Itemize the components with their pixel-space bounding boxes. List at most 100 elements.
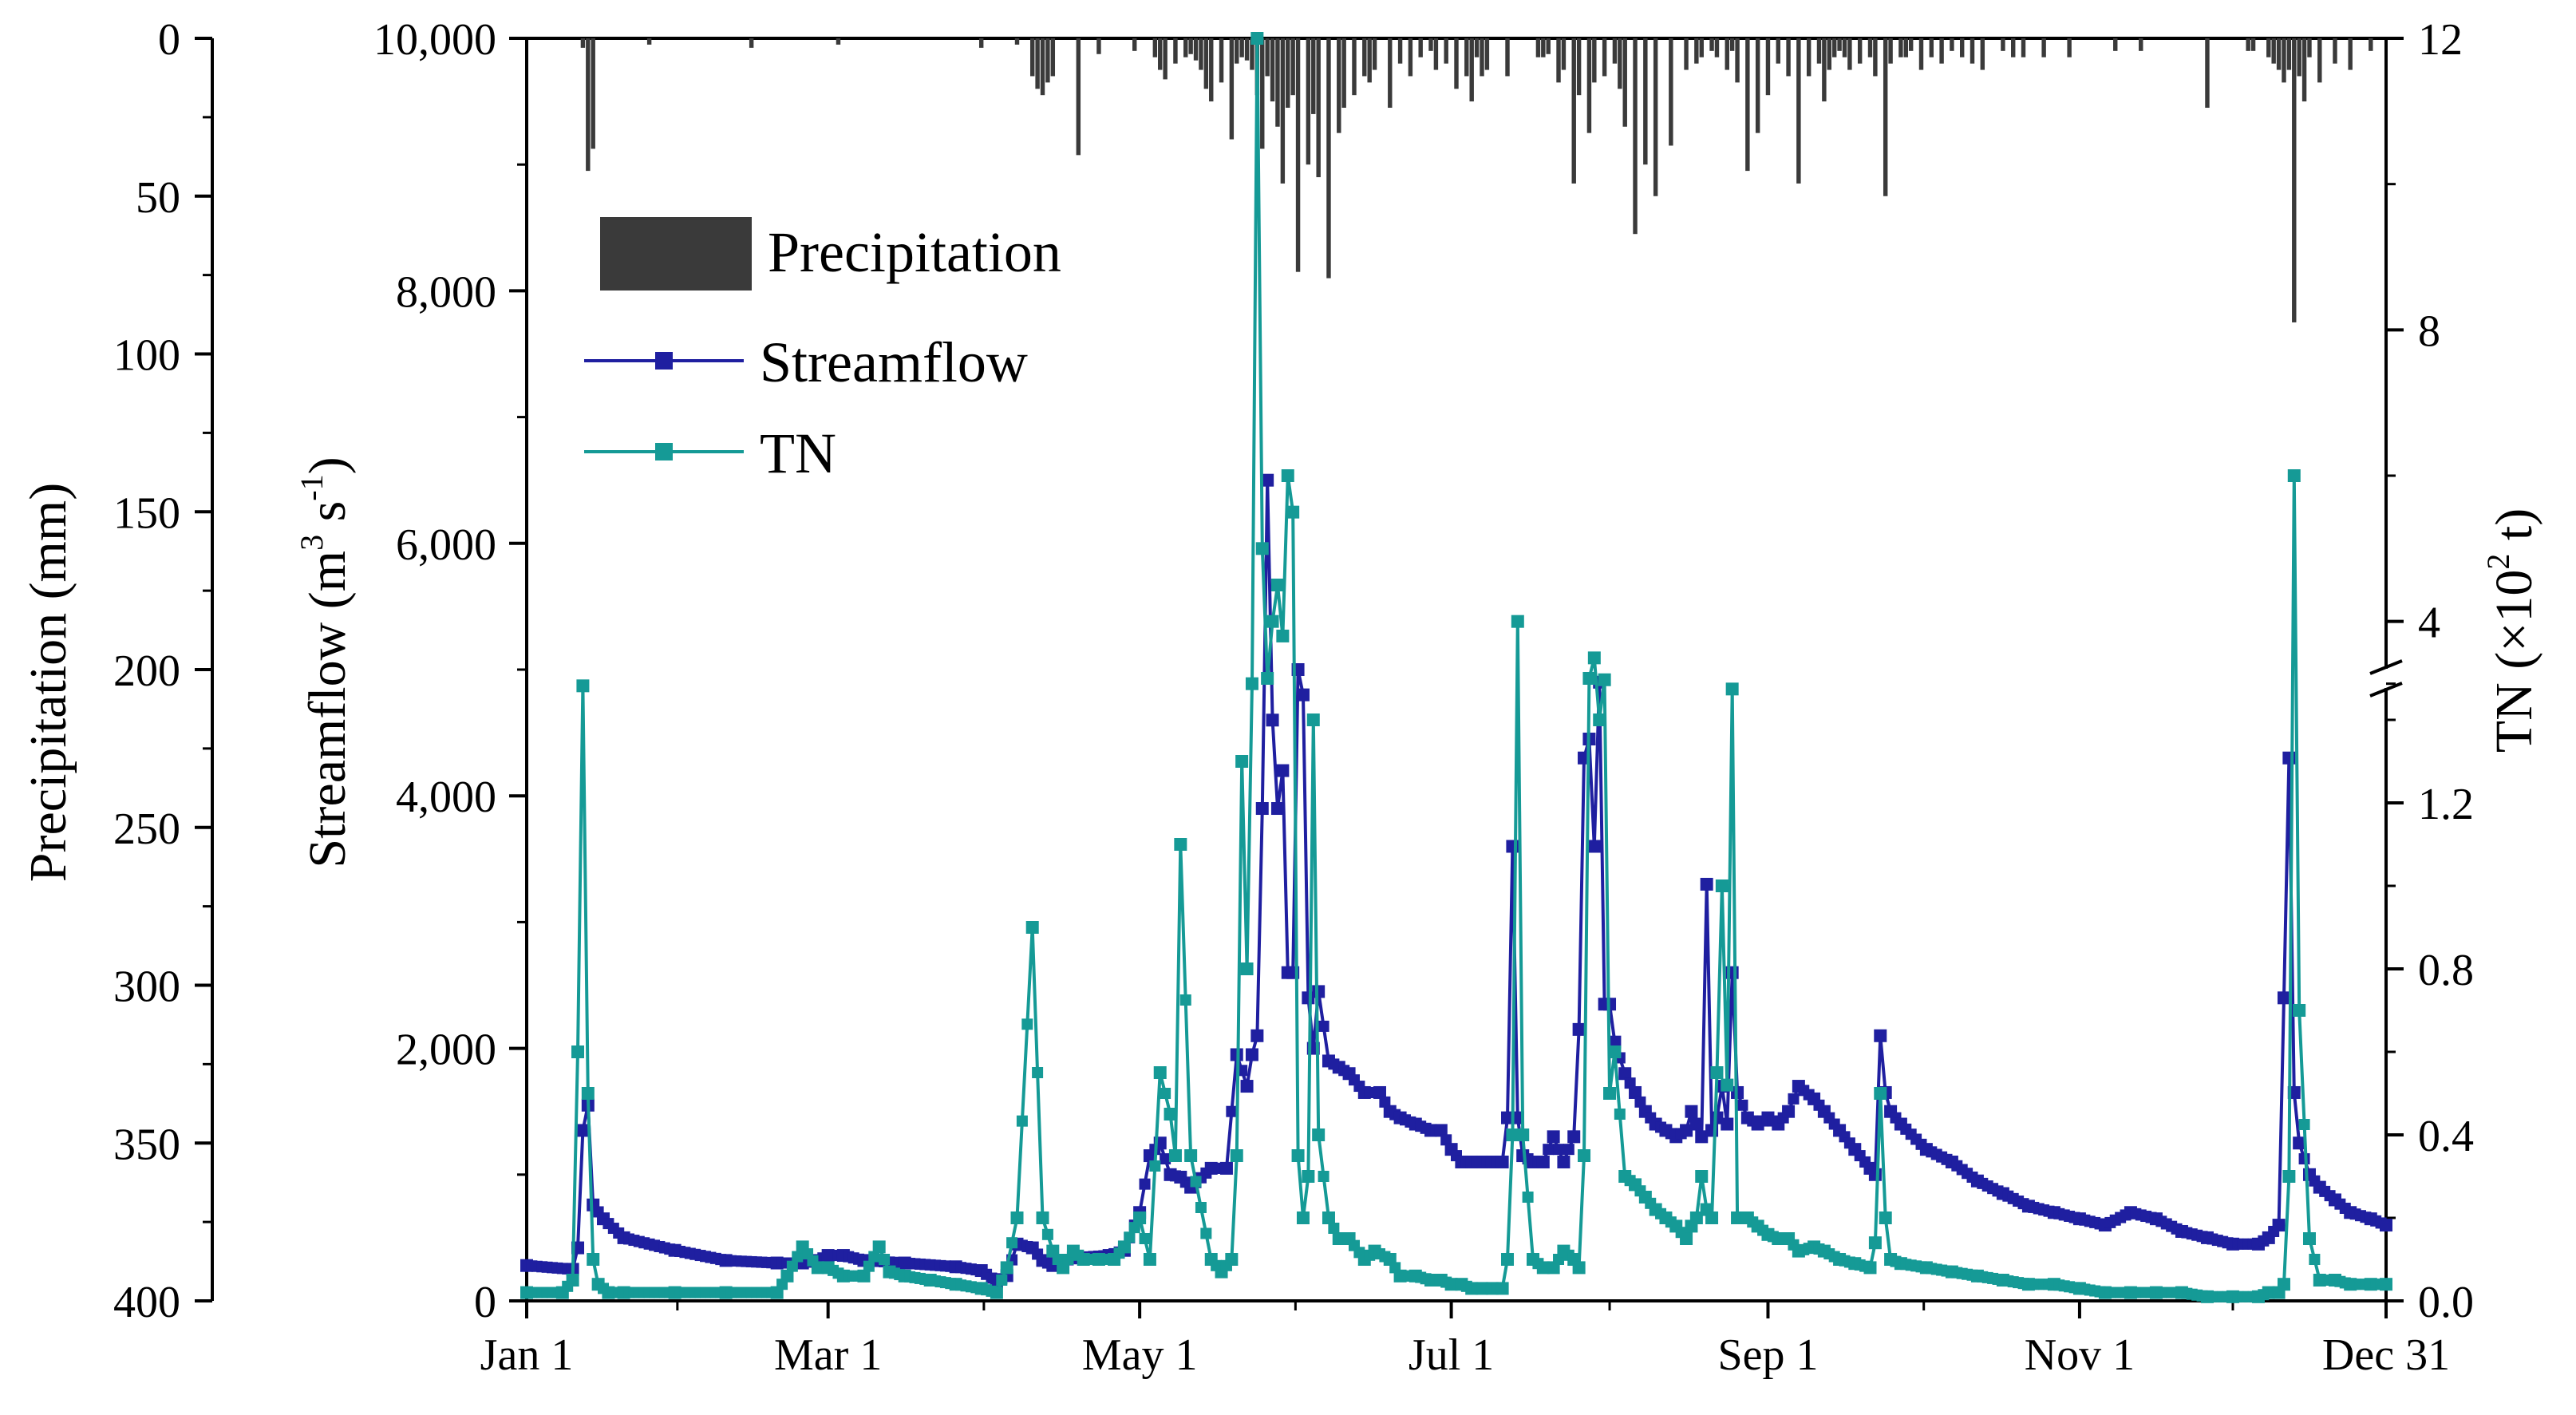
tn-point (1296, 1211, 1310, 1224)
precipitation-bar (1556, 38, 1561, 83)
precipitation-bar (1643, 38, 1648, 165)
precipitation-bar (1980, 38, 1985, 70)
precipitation-bar (1265, 38, 1270, 77)
precipitation-bar (1786, 38, 1791, 77)
tn-marker (1160, 1088, 1171, 1099)
precipitation-bar (2369, 38, 2373, 51)
streamflow-point (1557, 1155, 1570, 1168)
streamflow-marker (1379, 1096, 1391, 1108)
precipitation-bar (1827, 38, 1831, 70)
streamflow-marker (1318, 1020, 1329, 1032)
streamflow-point (1296, 688, 1310, 702)
tn-point (1230, 1149, 1243, 1162)
precipitation-bar (1290, 38, 1295, 96)
tn-axis-break-mark (2369, 682, 2403, 698)
precipitation-bar (1867, 38, 1873, 57)
tn-marker (879, 1254, 891, 1265)
streamflow-marker (1543, 1144, 1555, 1156)
precipitation-bar (2348, 38, 2353, 70)
streamflow-point (1695, 1130, 1709, 1144)
precipitation-bar (1735, 38, 1740, 83)
tn-point (1705, 1211, 1719, 1224)
streamflow-marker (1553, 1144, 1565, 1156)
precipitation-axis-label: Precipitation (mm) (19, 483, 77, 882)
precipitation-bar (1132, 38, 1137, 51)
tn-point (1495, 1282, 1509, 1295)
precipitation-bar (1158, 38, 1163, 70)
tn-point (1874, 1087, 1887, 1100)
tn-point (1000, 1261, 1013, 1275)
x-axis: Jan 1 Mar 1 May 1 Jul 1 Sep 1 Nov 1 Dec 31 (480, 1301, 2450, 1380)
streamflow-point (1511, 1111, 1524, 1124)
streamflow-point (1721, 1117, 1734, 1131)
precipitation-bar (1796, 38, 1801, 184)
precipitation-bar (1229, 38, 1235, 140)
tn-point (1174, 838, 1187, 851)
precipitation-bar (1362, 38, 1367, 77)
precipitation-bar (1535, 38, 1541, 57)
precipitation-bar (1199, 38, 1203, 70)
precipitation-bar (2266, 38, 2271, 57)
tn-marker (1522, 1192, 1534, 1203)
tn-marker (1016, 1115, 1028, 1127)
legend-precipitation-label: Precipitation (768, 220, 1061, 284)
tn-point (1516, 1128, 1530, 1141)
tn-point (1036, 1211, 1049, 1224)
tn-point (1721, 1078, 1734, 1092)
precipitation-bar (1586, 38, 1592, 133)
precipitation-tick-label: 400 (113, 1278, 180, 1327)
precipitation-bar (1883, 38, 1888, 196)
legend-tn-label: TN (760, 421, 836, 485)
tn-marker (863, 1260, 875, 1272)
tn-marker (1200, 1227, 1212, 1239)
precipitation-bar (1888, 38, 1893, 64)
streamflow-marker (1736, 1099, 1748, 1111)
tn-series (520, 32, 2392, 1303)
streamflow-point (1587, 840, 1601, 853)
tn-marker (1041, 1228, 1053, 1240)
tn-tick-label: 0.4 (2418, 1112, 2474, 1161)
streamflow-point (1276, 764, 1290, 777)
precipitation-bar (1219, 38, 1224, 83)
tn-point (1240, 962, 1254, 975)
tn-point (1501, 1253, 1515, 1266)
precipitation-bar (1561, 38, 1567, 70)
x-tick-label: Dec 31 (2322, 1330, 2450, 1380)
precipitation-bar (2307, 38, 2312, 57)
precipitation-bar (1337, 38, 1341, 133)
precipitation-bar (1684, 38, 1689, 70)
precipitation-bar (2250, 38, 2256, 51)
streamflow-point (1572, 1022, 1586, 1036)
precipitation-bar (1239, 38, 1244, 57)
precipitation-bar (1372, 38, 1377, 70)
precipitation-bar (2271, 38, 2276, 64)
precipitation-bar (1367, 38, 1372, 83)
precipitation-bar (1806, 38, 1811, 77)
tn-point (1306, 713, 1320, 726)
precipitation-bar (1842, 38, 1847, 57)
tn-tick-label: 8 (2418, 306, 2440, 356)
legend-streamflow-label: Streamflow (760, 330, 1028, 394)
tn-point (872, 1240, 886, 1254)
streamflow-point (1434, 1124, 1448, 1137)
tn-marker (1614, 1109, 1626, 1120)
precipitation-bar (1183, 38, 1188, 57)
legend-streamflow-marker (655, 352, 673, 370)
precipitation-bar (1714, 38, 1720, 57)
precipitation-bar (1428, 38, 1433, 51)
streamflow-point (1266, 713, 1279, 727)
tn-point (1680, 1232, 1693, 1245)
precipitation-tick-label: 350 (113, 1120, 180, 1169)
precipitation-bar (1235, 38, 1239, 64)
precipitation-bar (1270, 38, 1275, 102)
streamflow-tick-label: 8,000 (396, 267, 496, 317)
precipitation-tick-label: 200 (113, 646, 180, 696)
precipitation-tick-label: 250 (113, 804, 180, 854)
streamflow-series (520, 473, 2392, 1289)
tn-axis-break-mark (2369, 659, 2403, 675)
precipitation-bar (1096, 38, 1101, 54)
streamflow-point (2293, 1136, 2306, 1150)
tn-axis-label: TN (×102 t) (2480, 508, 2543, 753)
precipitation-bar (1295, 38, 1301, 272)
